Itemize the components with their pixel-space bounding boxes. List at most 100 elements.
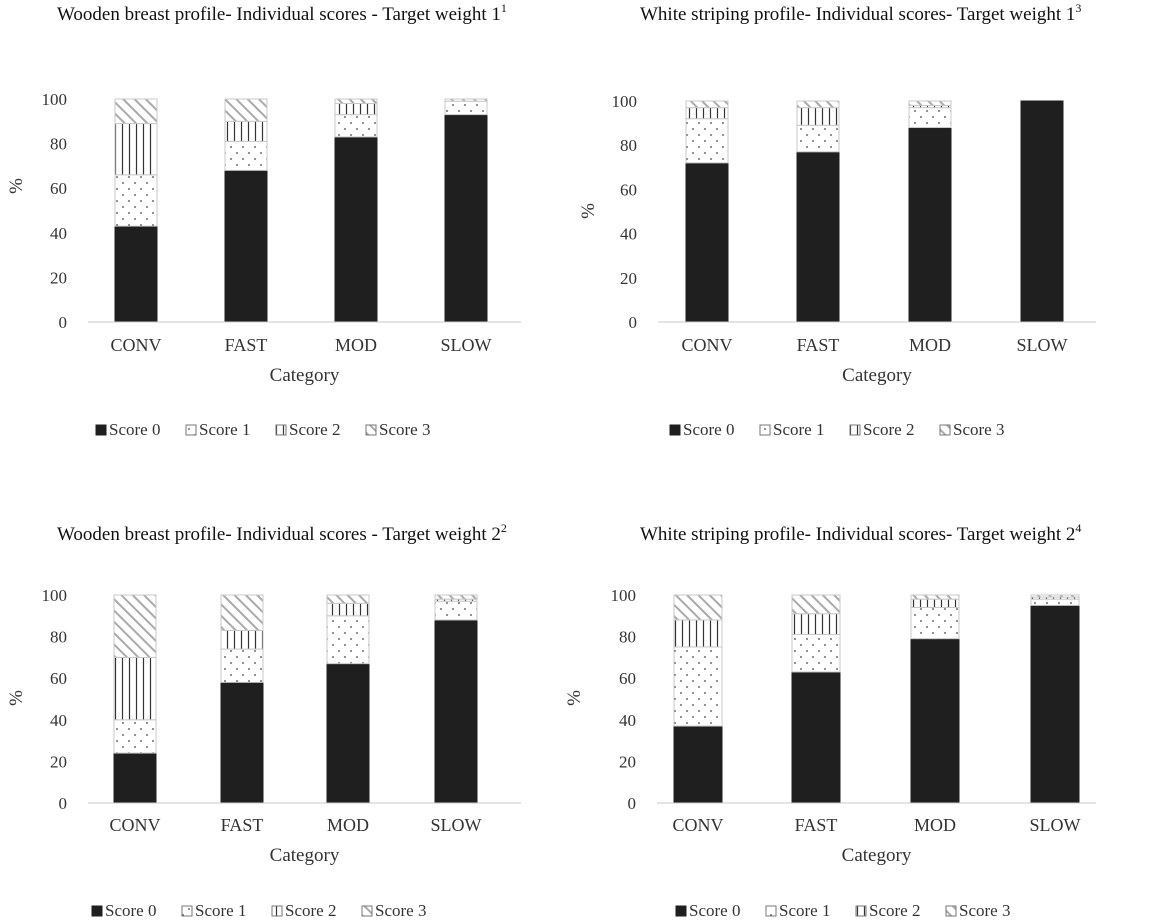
x-category-label: MOD (909, 335, 951, 355)
bar-segment-score-3 (220, 594, 264, 631)
bar-segment-score-0 (113, 752, 157, 804)
bar-segment-score-0 (334, 136, 378, 323)
y-tick-label: 100 (42, 586, 68, 605)
legend-label: Score 0 (109, 420, 160, 439)
bar-segment-score-0 (796, 151, 840, 323)
legend-swatch (185, 424, 197, 436)
legend-swatch (91, 905, 103, 917)
bar-segment-score-1 (224, 140, 268, 171)
bar-segment-score-2 (796, 107, 840, 126)
bar-segment-score-3 (444, 98, 488, 102)
legend-label: Score 1 (199, 420, 250, 439)
y-tick-label: 0 (59, 313, 68, 332)
x-category-label: FAST (795, 815, 838, 835)
y-tick-label: 80 (50, 135, 67, 154)
legend-swatch (945, 905, 957, 917)
y-axis-title: % (6, 690, 27, 706)
bar-segment-score-1 (434, 600, 478, 621)
chart-panel: Wooden breast profile- Individual scores… (6, 1, 521, 439)
bar-segment-score-1 (1030, 598, 1080, 606)
bar-segment-score-1 (326, 615, 370, 665)
bar-segment-score-2 (673, 619, 723, 648)
legend-label: Score 2 (289, 420, 340, 439)
legend-label: Score 0 (689, 901, 740, 920)
legend-swatch (939, 424, 951, 436)
bar-segment-score-2 (113, 656, 157, 721)
bar-segment-score-0 (224, 169, 268, 323)
bar-segment-score-0 (1020, 100, 1064, 323)
y-tick-label: 60 (620, 180, 637, 199)
x-category-label: FAST (221, 815, 264, 835)
chart-title-footnote: 4 (1075, 521, 1081, 535)
bar-segment-score-3 (685, 100, 729, 109)
y-tick-label: 60 (619, 669, 636, 688)
x-axis-title: Category (842, 365, 912, 386)
x-category-label: SLOW (1017, 335, 1068, 355)
x-category-label: FAST (797, 335, 840, 355)
bar-segment-score-1 (114, 174, 158, 227)
y-tick-label: 100 (612, 92, 638, 111)
y-tick-label: 40 (619, 711, 636, 730)
x-category-label: CONV (110, 335, 161, 355)
legend-swatch (275, 424, 287, 436)
bar-segment-score-1 (220, 648, 264, 683)
x-category-label: SLOW (431, 815, 482, 835)
bar-segment-score-3 (434, 594, 478, 600)
bar-segment-score-2 (224, 120, 268, 142)
legend-label: Score 1 (773, 420, 824, 439)
legend-label: Score 0 (105, 901, 156, 920)
bar-segment-score-3 (1030, 594, 1080, 598)
bar-segment-score-1 (113, 719, 157, 754)
bar-segment-score-0 (1030, 604, 1080, 804)
bar-segment-score-3 (796, 100, 840, 109)
legend-swatch (361, 905, 373, 917)
legend-label: Score 3 (959, 901, 1010, 920)
bar-segment-score-0 (444, 114, 488, 323)
bar-segment-score-3 (673, 594, 723, 621)
bar-segment-score-3 (791, 594, 841, 615)
bar-segment-score-0 (908, 127, 952, 323)
y-tick-label: 60 (50, 179, 67, 198)
bar-segment-score-3 (114, 98, 158, 125)
y-tick-label: 80 (50, 628, 67, 647)
chart-title-text: Wooden breast profile- Individual scores… (57, 4, 501, 25)
x-category-label: FAST (225, 335, 268, 355)
x-category-label: MOD (327, 815, 369, 835)
bar-segment-score-3 (113, 594, 157, 658)
y-tick-label: 0 (629, 313, 638, 332)
y-axis-title: % (564, 690, 585, 706)
bar-segment-score-2 (114, 123, 158, 176)
x-category-label: CONV (109, 815, 160, 835)
y-axis-title: % (578, 203, 599, 219)
bar-segment-score-1 (910, 606, 960, 640)
chart-title-text: Wooden breast profile- Individual scores… (57, 524, 501, 545)
y-tick-label: 60 (50, 669, 67, 688)
bar-segment-score-3 (910, 594, 960, 600)
legend-label: Score 0 (683, 420, 734, 439)
legend-label: Score 2 (863, 420, 914, 439)
y-tick-label: 0 (59, 794, 68, 813)
legend-swatch (365, 424, 377, 436)
x-category-label: SLOW (1030, 815, 1081, 835)
legend-swatch (271, 905, 283, 917)
legend-swatch (765, 905, 777, 917)
bar-segment-score-1 (444, 100, 488, 116)
y-tick-label: 0 (628, 794, 637, 813)
chart-title-footnote: 1 (501, 1, 507, 15)
chart-title-footnote: 3 (1075, 1, 1081, 15)
bar-segment-score-2 (326, 602, 370, 617)
legend-label: Score 2 (285, 901, 336, 920)
legend-swatch (181, 905, 193, 917)
y-tick-label: 40 (620, 225, 637, 244)
bar-segment-score-0 (326, 663, 370, 804)
chart-panel: White striping profile- Individual score… (564, 521, 1096, 920)
y-tick-label: 20 (619, 752, 636, 771)
legend-swatch (849, 424, 861, 436)
legend-label: Score 1 (195, 901, 246, 920)
y-axis-title: % (6, 178, 27, 194)
bar-segment-score-0 (791, 671, 841, 804)
x-axis-title: Category (842, 845, 912, 866)
legend-label: Score 3 (379, 420, 430, 439)
bar-segment-score-2 (334, 102, 378, 116)
